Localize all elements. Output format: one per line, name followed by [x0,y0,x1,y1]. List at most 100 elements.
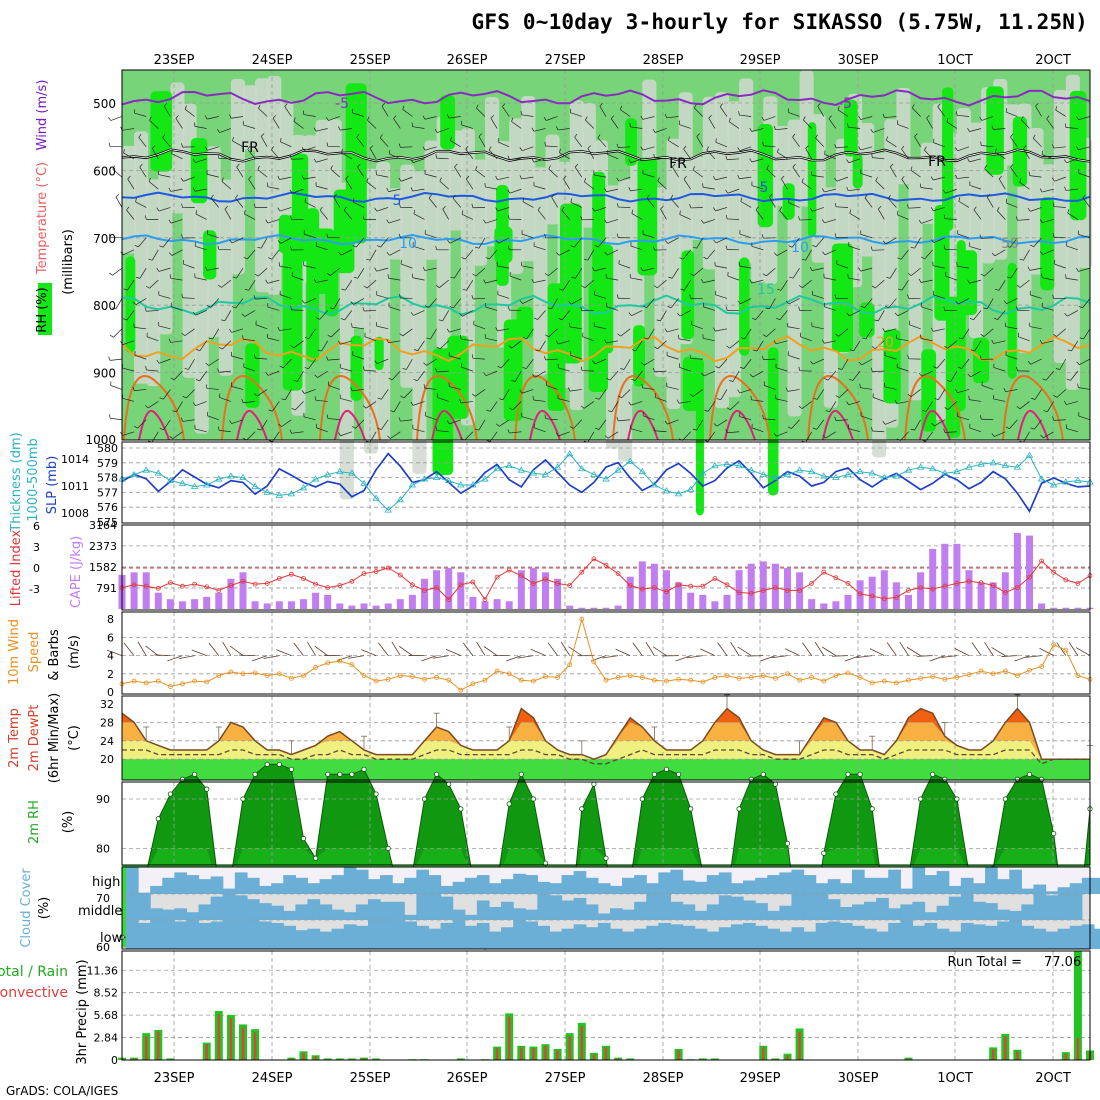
wind-barb [908,207,921,209]
rh-point [204,786,210,792]
precip-conv-bar [362,1058,366,1060]
wind-barb-flag [450,136,452,141]
wind-barb-flag [170,377,175,381]
wind-barb [1029,175,1042,178]
wind-barb-flag [737,147,741,151]
wind-barb [945,188,958,194]
wind-barb [413,310,425,316]
wind-point [760,673,766,679]
wind-barb [561,210,570,220]
wind-barb-flag [386,187,389,192]
temp-contour-25 [319,375,381,441]
wind-barb-flag [616,143,619,148]
li-point [1075,581,1081,586]
wind-point [301,673,306,679]
cloud-bar [1009,869,1022,894]
wind-point [325,660,331,666]
wind-barb-flag [1016,306,1018,311]
wind-barb [944,431,957,433]
thickness-point [977,460,985,467]
wind-barb-flag [1055,106,1058,111]
wind-barb-10m [954,648,970,656]
wind-barb-flag [922,409,927,412]
wind-barb-flag [474,428,479,431]
wind-barb-flag [144,307,147,312]
wind-barb-flag [156,267,160,272]
li-point [990,583,996,588]
cape-bar [626,576,634,609]
wind-barb-flag [475,246,480,249]
cloud-bar [960,894,974,920]
precip-conv-bar [786,1055,789,1060]
wind-barb-flag [168,187,172,192]
wind-barb-flag [943,428,946,433]
precip-units-label: 3hr Precip (mm) [75,959,90,1064]
li-tick: 3 [33,541,40,554]
wind-barb-flag [1076,146,1079,150]
li-point [603,562,609,568]
thickness-point [638,467,647,475]
wind-barb [584,181,595,190]
li-point [978,580,984,586]
thickness-point [275,491,284,498]
wind-point [869,680,875,686]
wind-barb-flag [703,256,708,260]
wind-barb-flag [606,377,611,381]
wind-barb [400,146,413,148]
wind-barb-flag [205,384,208,389]
rh-point [869,806,875,812]
wind-barb [461,213,474,220]
thickness-tick: 575 [97,516,118,529]
wind-barb [235,197,244,208]
wind-barb [224,310,232,322]
wind-barb-flag [386,338,389,343]
wind-barb-10m [822,646,837,656]
contour-label: -5 [838,96,852,112]
wind-barb [914,419,921,431]
wind-barb [533,399,546,402]
thickness-point [807,467,816,475]
wind-barb [630,158,643,164]
rh-point [518,771,524,777]
rh-tick: 90 [96,793,110,806]
cape-bar [965,570,973,609]
wind-barb-flag [849,349,854,352]
cloud-bar [997,879,1010,894]
wind-barb [521,416,534,421]
wind-barb [1019,401,1030,410]
wind-barb-flag [1027,207,1031,212]
cloud-bar [464,925,478,949]
wind-barb [534,427,546,433]
cloud-bar [646,883,659,894]
wind-barb [304,298,316,304]
precip-conv-bar [1076,1037,1080,1060]
wind-barb [792,136,800,148]
wind-barb-flag [544,273,549,277]
wind-barb-10m [645,641,655,656]
wind-barb [364,310,377,312]
wind-barb [751,427,764,433]
wind-point [881,678,887,684]
wind-barb [824,188,836,193]
li-point [639,586,645,592]
cloud-bar [476,922,490,949]
wind-barb-flag [123,318,128,321]
wind-barb-flag [676,399,680,404]
cloud-bar [416,894,430,920]
rh-point [784,840,791,847]
wind-barb [436,157,449,160]
wind-barb-flag [135,276,141,279]
wind-barb-flag [570,245,575,248]
wind-barb [171,153,183,160]
wind-barb [667,419,679,425]
cloud-bar [331,909,345,920]
wind-barb-10m [137,641,147,656]
wind-barb [921,219,933,224]
rh-point [312,855,319,861]
wind-barb [679,310,691,317]
wind-point [409,674,415,679]
wind-barb-flag [159,428,164,431]
rh-moist-region [374,336,384,371]
wind-barb [900,249,909,260]
wind-barb [112,267,123,276]
